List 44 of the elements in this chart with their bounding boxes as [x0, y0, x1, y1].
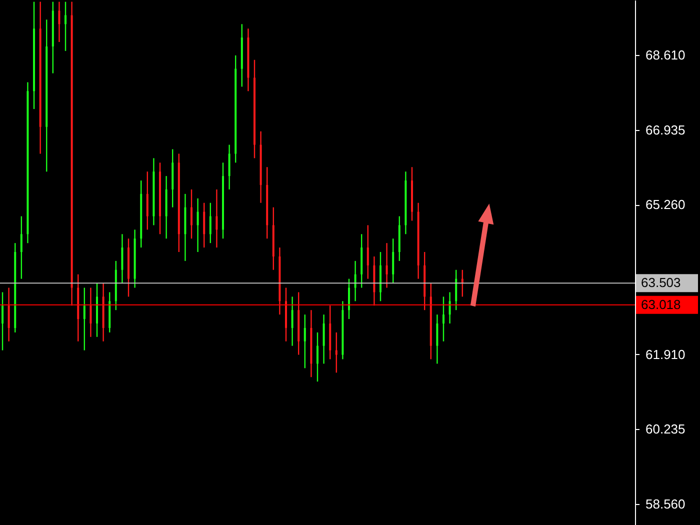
candlestick — [209, 202, 212, 244]
candlestick — [348, 278, 350, 320]
candlestick — [455, 269, 458, 311]
candlestick — [64, 1, 67, 52]
candlestick — [379, 251, 382, 302]
y-tick-label: 65.260 — [646, 197, 686, 212]
candlestick — [316, 332, 318, 382]
candlestick — [366, 224, 369, 280]
candlestick — [304, 314, 306, 369]
candlestick — [2, 292, 4, 351]
candlestick — [322, 314, 325, 364]
candlestick — [442, 296, 444, 342]
y-tick-label: 61.910 — [646, 346, 686, 362]
candlestick — [285, 287, 287, 342]
candlestick — [354, 260, 356, 302]
candlestick — [20, 216, 22, 280]
candlestick — [436, 314, 438, 364]
candlestick — [146, 170, 148, 230]
y-tick-label: 68.610 — [646, 47, 686, 62]
y-tick-label: 58.560 — [646, 496, 686, 512]
ref-line-label: 63.018 — [641, 296, 681, 312]
candlestick — [254, 59, 256, 159]
candlestick — [228, 144, 230, 190]
candlestick — [291, 296, 294, 346]
candlestick — [190, 188, 193, 240]
candlestick — [159, 162, 162, 235]
candlestick — [58, 1, 60, 43]
candlestick — [386, 242, 388, 288]
candlestick — [8, 287, 10, 342]
candlestick — [216, 188, 218, 248]
y-tick-label: 60.235 — [646, 422, 686, 437]
candlestick — [128, 238, 130, 298]
candlestick — [90, 287, 92, 338]
candlestick — [203, 202, 206, 248]
candlestick — [222, 162, 224, 240]
ref-line-label: 63.503 — [641, 275, 681, 290]
candlestick — [392, 238, 394, 284]
candlestick — [335, 332, 338, 374]
y-tick-label: 66.935 — [646, 122, 686, 138]
candlestick — [448, 292, 451, 324]
candlestick — [196, 198, 199, 253]
candlestick — [83, 287, 86, 351]
candlestick — [410, 166, 413, 222]
candlestick — [121, 234, 124, 284]
